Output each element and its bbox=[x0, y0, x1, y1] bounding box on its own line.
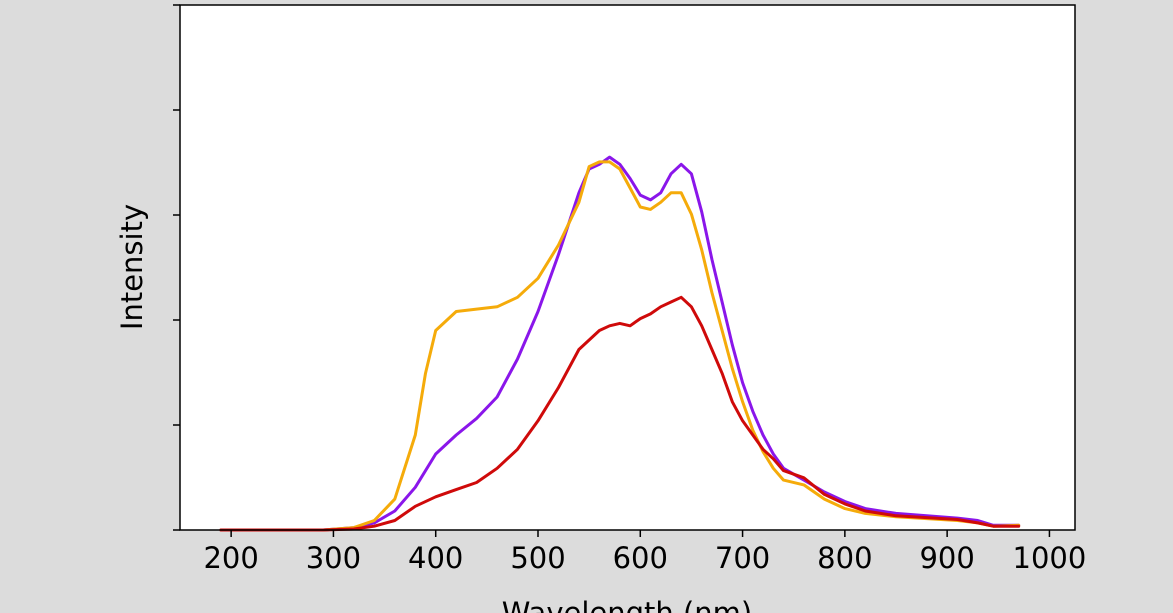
series-line-3 bbox=[219, 295, 1021, 532]
series-line-1 bbox=[219, 155, 1021, 532]
x-tick-label: 200 bbox=[203, 541, 258, 575]
plot-frame bbox=[179, 4, 1076, 531]
x-tick-label: 700 bbox=[715, 541, 770, 575]
x-tick-label: 1000 bbox=[1013, 541, 1087, 575]
x-tick-label: 600 bbox=[613, 541, 668, 575]
x-axis-title: Wavelength (nm) bbox=[502, 596, 753, 613]
y-axis-title: Intensity bbox=[115, 204, 149, 330]
x-tick-label: 800 bbox=[817, 541, 872, 575]
x-tick-label: 500 bbox=[510, 541, 565, 575]
x-tick-label: 300 bbox=[306, 541, 361, 575]
plot-area-background bbox=[180, 5, 1075, 530]
x-tick-label: 400 bbox=[408, 541, 463, 575]
x-tick-label: 900 bbox=[919, 541, 974, 575]
series-line-2 bbox=[219, 160, 1021, 532]
x-axis: 200 300 400 500 600 700 800 900 1000 bbox=[203, 530, 1086, 575]
y-axis bbox=[173, 4, 180, 531]
series-layer bbox=[219, 155, 1021, 532]
